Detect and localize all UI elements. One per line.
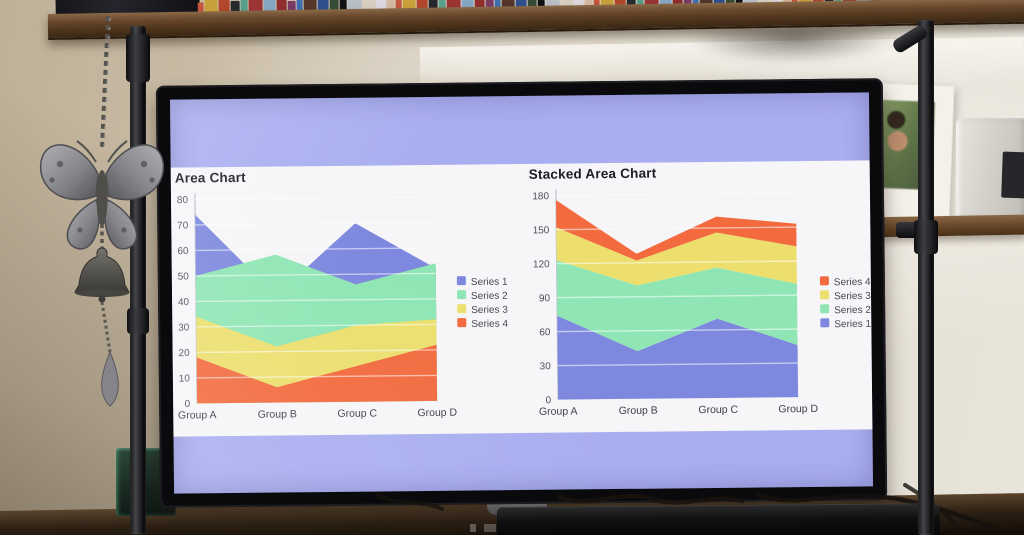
y-tick-label: 70 — [177, 220, 189, 231]
soundbar — [496, 503, 941, 535]
x-category-label: Group B — [258, 408, 297, 420]
pipe-coupler — [126, 34, 150, 82]
y-tick-label: 60 — [539, 327, 551, 338]
y-tick-label: 120 — [533, 259, 550, 270]
area-chart: 0 10 20 30 40 50 60 70 80 Group A Group B Group C Gr… — [177, 193, 509, 422]
gridline — [194, 196, 435, 201]
tv-screen: Area Chart Stacked Area Chart 0 10 20 30 40 5… — [169, 92, 874, 494]
cable — [557, 493, 745, 505]
gridline — [555, 192, 796, 197]
stacked-area-chart: 0 30 60 90 120 150 180 Group A Group B Group C Gro… — [532, 189, 872, 418]
legend-label: Series 3 — [834, 291, 871, 302]
legend-swatch — [457, 304, 467, 314]
pipe-coupler — [127, 308, 149, 334]
beaded-chain — [100, 301, 112, 353]
side-shelf-board — [867, 214, 1024, 238]
tv-bezel: Area Chart Stacked Area Chart 0 10 20 30 40 5… — [155, 78, 888, 508]
y-tick-label: 0 — [185, 399, 191, 410]
bell-clapper — [98, 295, 106, 303]
gridline — [196, 298, 437, 303]
legend-label: Series 3 — [471, 305, 508, 316]
gridline — [195, 221, 436, 226]
area-series — [557, 315, 799, 400]
bell-charm — [74, 247, 130, 303]
area-series — [196, 344, 438, 404]
y-tick-label: 90 — [539, 293, 551, 304]
gridline — [557, 328, 798, 333]
cable — [755, 492, 995, 530]
legend-swatch — [819, 276, 829, 286]
y-tick-label: 40 — [178, 297, 190, 308]
legend-swatch — [457, 318, 467, 328]
chain-highlight — [103, 17, 111, 147]
y-tick-label: 50 — [178, 271, 190, 282]
y-tick-label: 60 — [177, 246, 189, 257]
butterfly-charm — [39, 140, 165, 250]
gridline — [196, 349, 437, 354]
jar-label — [1001, 151, 1024, 199]
legend-label: Series 4 — [471, 319, 508, 330]
gridline — [195, 247, 436, 252]
y-tick-label: 80 — [177, 195, 189, 206]
chart-panel: Area Chart Stacked Area Chart 0 10 20 30 40 5… — [170, 160, 873, 437]
chain — [100, 16, 110, 149]
x-category-label: Group D — [417, 407, 457, 419]
pendant-charm — [101, 350, 119, 407]
area-series — [556, 200, 797, 261]
area-series — [556, 227, 797, 286]
butterfly-body — [96, 170, 108, 226]
gridline — [196, 374, 437, 379]
y-tick-label: 0 — [546, 395, 552, 406]
wind-chime — [39, 16, 165, 407]
area-series — [556, 260, 798, 352]
legend-label: Series 1 — [471, 277, 508, 288]
x-category-label: Group D — [778, 403, 818, 415]
y-tick-label: 30 — [178, 322, 190, 333]
legend-swatch — [456, 290, 467, 300]
x-category-label: Group B — [619, 405, 658, 417]
y-tick-label: 180 — [532, 191, 549, 202]
pipe-coupler — [914, 220, 938, 254]
gridline — [556, 226, 797, 231]
device-label-marks — [470, 524, 520, 532]
gridline — [556, 260, 797, 265]
legend-swatch — [820, 318, 830, 328]
legend-swatch — [820, 304, 830, 314]
x-category-label: Group A — [539, 405, 578, 417]
legend-label: Series 2 — [834, 305, 871, 316]
legend-label: Series 1 — [834, 319, 871, 330]
gridline — [557, 362, 798, 367]
x-category-label: Group C — [337, 408, 377, 420]
legend-label: Series 4 — [834, 277, 871, 288]
legend-label: Series 2 — [471, 291, 508, 302]
gridline — [196, 323, 437, 328]
cable — [376, 493, 444, 511]
legend-swatch — [456, 276, 466, 286]
y-tick-label: 10 — [179, 373, 191, 384]
x-category-label: Group A — [178, 409, 217, 421]
y-tick-label: 20 — [178, 348, 190, 359]
x-category-label: Group C — [698, 404, 738, 416]
y-tick-label: 150 — [533, 225, 550, 236]
gridline — [557, 294, 798, 299]
y-tick-label: 30 — [540, 361, 552, 372]
glass-jar — [956, 118, 1024, 220]
shelf-pipe-right — [891, 20, 938, 535]
legend-swatch — [820, 290, 830, 300]
gridline — [195, 272, 436, 277]
